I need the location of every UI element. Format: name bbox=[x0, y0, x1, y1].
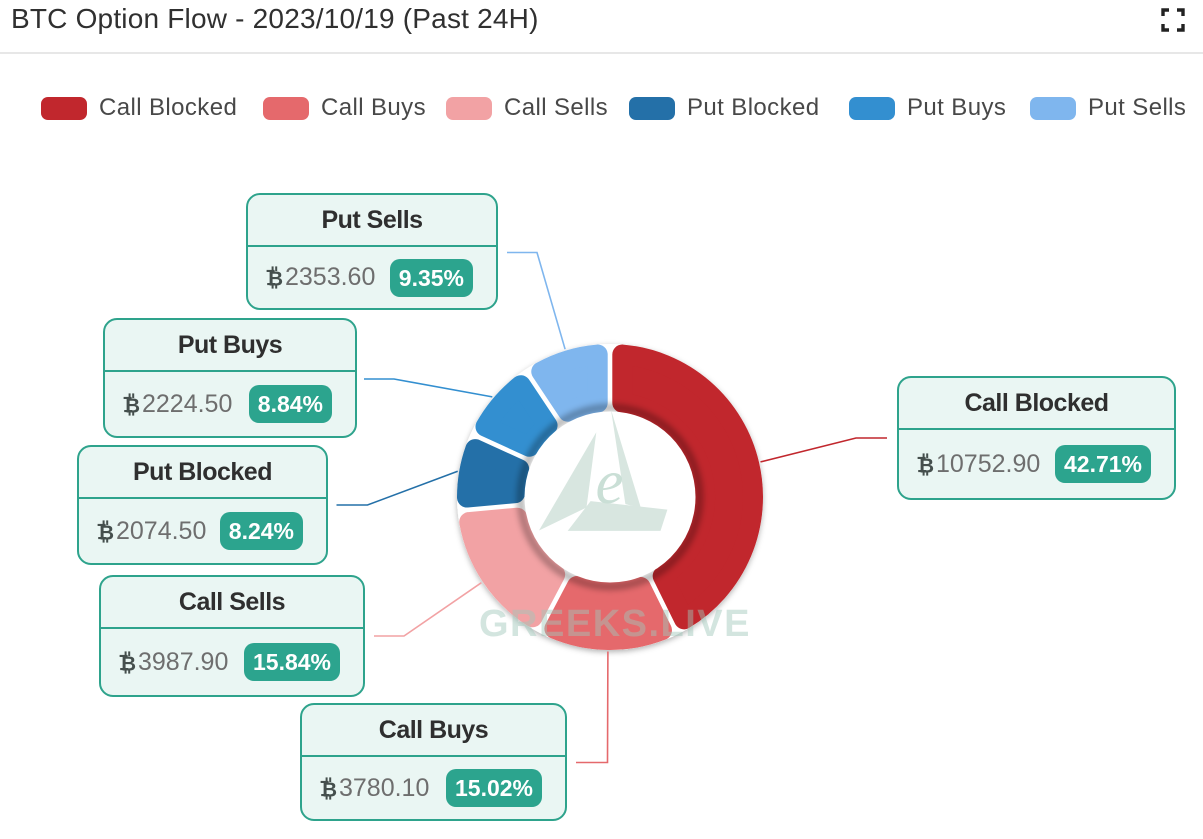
svg-text:B: B bbox=[121, 652, 136, 674]
svg-text:e: e bbox=[596, 447, 624, 517]
svg-text:B: B bbox=[99, 521, 114, 543]
svg-text:B: B bbox=[322, 778, 337, 800]
svg-text:GREEKS.LIVE: GREEKS.LIVE bbox=[479, 603, 751, 645]
svg-text:B: B bbox=[125, 394, 140, 416]
svg-text:B: B bbox=[268, 267, 283, 289]
svg-text:B: B bbox=[919, 454, 934, 476]
